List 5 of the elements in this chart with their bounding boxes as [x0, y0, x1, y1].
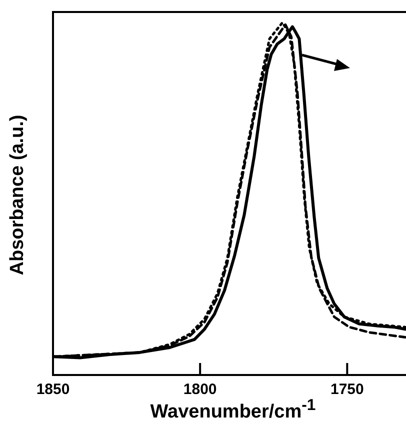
x-tick-label: 1800 [183, 381, 217, 398]
x-tick-label: 1750 [330, 381, 364, 398]
x-tick-label: 1850 [36, 381, 70, 398]
x-axis-title: Wavenumber/cm$^{-1}$ [149, 397, 317, 424]
y-axis-title: Absorbance (a.u.) [7, 114, 29, 276]
